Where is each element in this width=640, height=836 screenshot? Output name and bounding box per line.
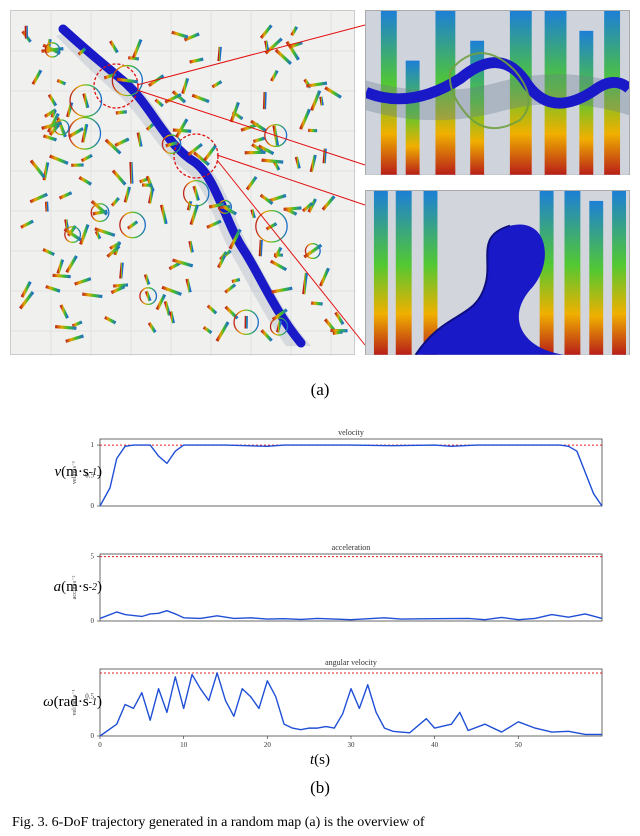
svg-text:acceleration: acceleration — [332, 543, 371, 552]
detail-view-top — [365, 10, 630, 175]
svg-text:40: 40 — [431, 741, 439, 749]
sublabel-b: (b) — [0, 778, 640, 798]
figure-b: v(m·s-1) velocityvel/m·s⁻¹00.51 a(m·s-2)… — [20, 420, 620, 765]
svg-text:20: 20 — [264, 741, 272, 749]
svg-text:angular velocity: angular velocity — [325, 658, 377, 667]
ylabel-velocity: v(m·s-1) — [57, 425, 102, 520]
ylabel-angular: ω(rad·s-1) — [57, 655, 102, 750]
chart-angular-velocity: ω(rad·s-1) angular velocityvel/rad·s⁻¹00… — [65, 655, 610, 750]
sublabel-a: (a) — [0, 380, 640, 400]
main-top-view — [10, 10, 355, 355]
svg-text:50: 50 — [515, 741, 523, 749]
figure-caption: Fig. 3. 6-DoF trajectory generated in a … — [12, 815, 628, 831]
figure-a — [10, 10, 630, 365]
ylabel-acceleration: a(m·s-2) — [57, 540, 102, 635]
chart-acceleration: a(m·s-2) accelerationacc/m·s⁻²05 — [65, 540, 610, 635]
grid — [11, 11, 356, 356]
xlabel-main: t(s) — [20, 752, 620, 770]
detail-view-bottom — [365, 190, 630, 355]
chart-velocity: v(m·s-1) velocityvel/m·s⁻¹00.51 — [65, 425, 610, 520]
svg-text:velocity: velocity — [338, 428, 364, 437]
svg-text:30: 30 — [348, 741, 356, 749]
svg-text:10: 10 — [180, 741, 188, 749]
